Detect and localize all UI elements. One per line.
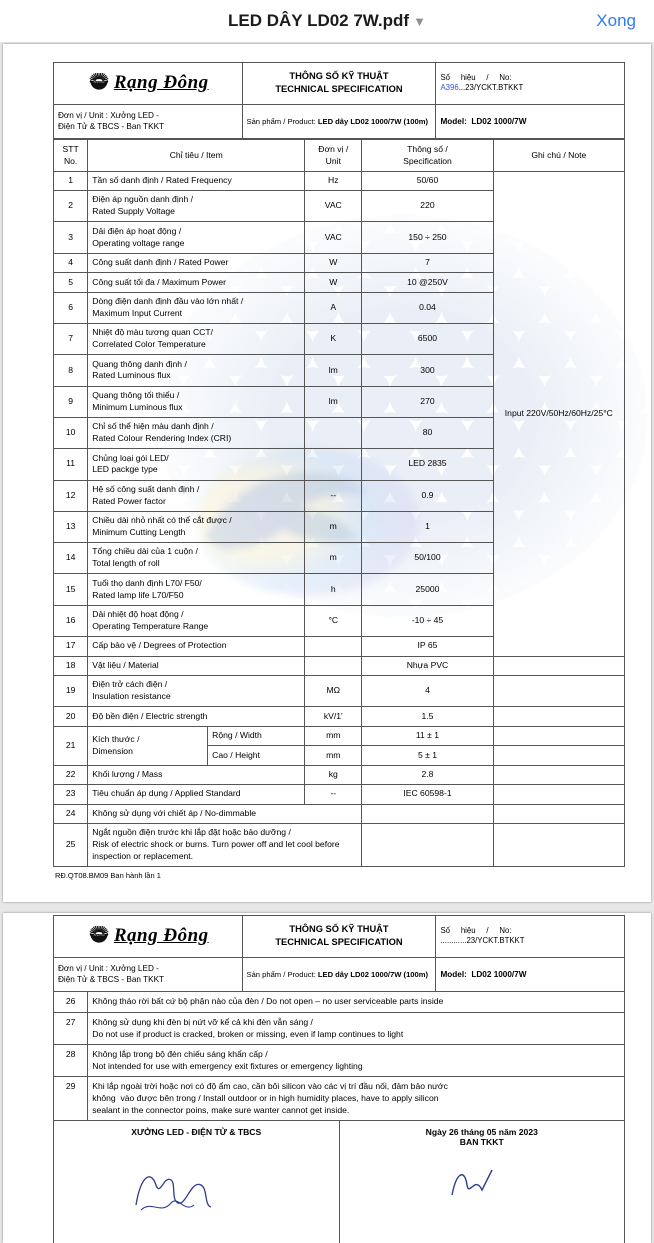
svg-text:Rạng Đông: Rạng Đông <box>92 934 105 937</box>
svg-text:Rạng Đông: Rạng Đông <box>92 81 105 84</box>
